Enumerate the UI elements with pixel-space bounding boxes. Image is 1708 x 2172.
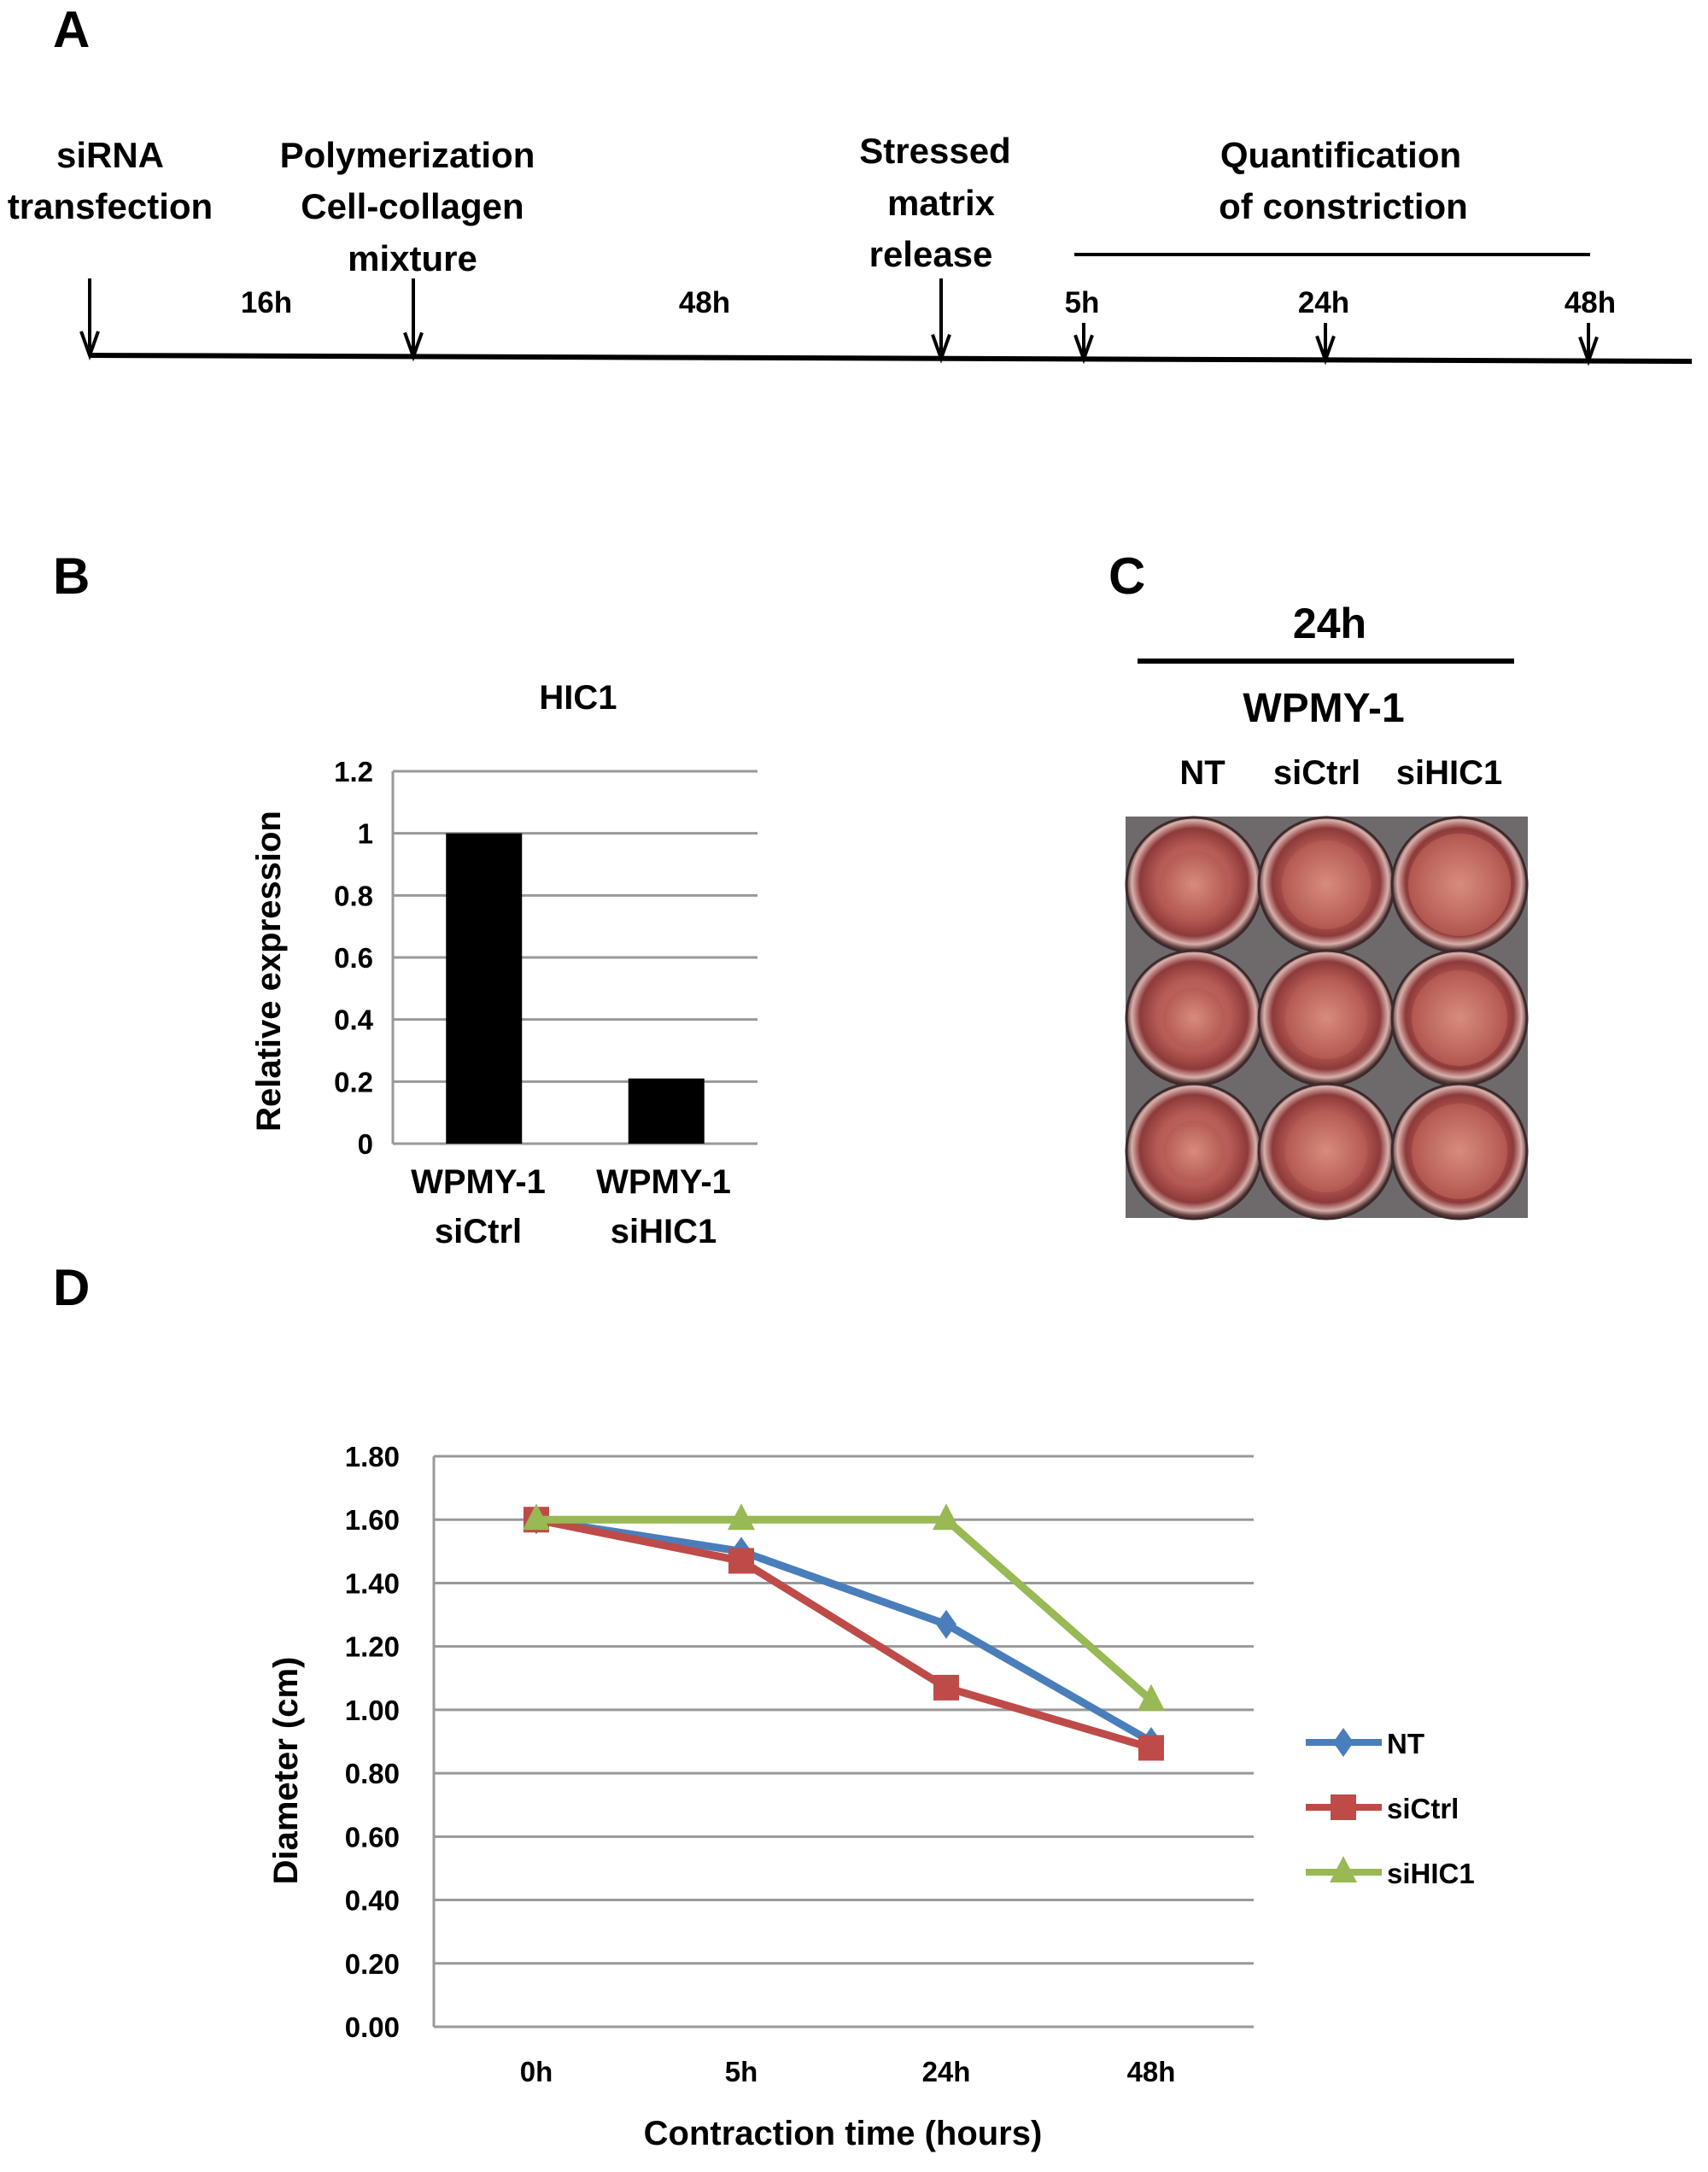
collagen-gel — [1285, 977, 1367, 1059]
line-y-tick-label: 1.60 — [345, 1504, 400, 1536]
collagen-gel — [1412, 970, 1507, 1066]
line-y-axis-title: Diameter (cm) — [267, 1657, 305, 1885]
bar-x-label-1-line2: siCtrl — [435, 1213, 522, 1250]
timeline: siRNA transfection Polymerization Cell-c… — [8, 131, 1693, 366]
arrow-head-icon — [931, 334, 951, 364]
photo-column-nt: NT — [1179, 754, 1225, 792]
line-x-tick-label: 24h — [922, 2056, 971, 2087]
photo-cell-line: WPMY-1 — [1243, 686, 1404, 731]
arrow-head-icon — [403, 331, 424, 362]
bar-y-tick-label: 0.6 — [334, 942, 373, 974]
series-line-NT — [535, 1515, 1154, 1745]
line-y-tick-label: 1.80 — [345, 1441, 400, 1472]
line-y-tick-label: 0.80 — [345, 1758, 400, 1789]
data-point-siCtrl-5h — [728, 1548, 754, 1574]
collagen-gel — [1408, 834, 1511, 936]
series-line-siCtrl — [535, 1515, 1153, 1752]
line-x-axis-title: Contraction time (hours) — [644, 2115, 1043, 2152]
event-polymerization-line1: Polymerization — [280, 135, 535, 175]
line-x-tick-label: 0h — [520, 2056, 553, 2087]
interval-16h: 16h — [241, 286, 292, 319]
bar-1 — [446, 833, 523, 1144]
legend-label-siHIC1: siHIC1 — [1387, 1858, 1475, 1889]
collagen-gel — [1412, 1104, 1507, 1199]
data-point-NT-24h — [936, 1609, 956, 1639]
line-y-tick-label: 0.00 — [345, 2011, 400, 2043]
legend-label-siCtrl: siCtrl — [1387, 1793, 1459, 1824]
collagen-gel — [1163, 987, 1225, 1049]
event-quantification-line2: of constriction — [1219, 186, 1468, 226]
bar-y-tick-label: 1.2 — [334, 756, 373, 787]
panel-label-c: C — [1108, 547, 1145, 605]
data-point-siCtrl-48h — [1138, 1735, 1164, 1761]
bar-x-label-1-line1: WPMY-1 — [411, 1163, 546, 1201]
line-y-tick-label: 1.40 — [345, 1567, 400, 1599]
line-x-tick-label: 5h — [725, 2056, 758, 2087]
bar-y-tick-label: 0.4 — [334, 1004, 374, 1036]
photo-time-label: 24h — [1293, 600, 1366, 647]
bar-x-label-2-line2: siHIC1 — [611, 1213, 717, 1250]
data-point-siHIC1-5h — [728, 1503, 755, 1531]
legend-label-NT: NT — [1387, 1728, 1424, 1759]
event-polymerization-line3: mixture — [348, 238, 477, 278]
bar-chart: HIC1 0 0.2 0.4 0.6 0.8 1 1.2 Relative expressi… — [250, 679, 757, 1250]
line-y-tick-label: 0.20 — [345, 1948, 400, 1980]
event-siRNA-line1: siRNA — [56, 135, 164, 175]
bar-y-tick-label: 0 — [358, 1128, 373, 1160]
data-point-siHIC1-24h — [933, 1503, 960, 1531]
line-y-tick-label: 1.20 — [345, 1631, 400, 1663]
bar-y-tick-label: 0.2 — [334, 1066, 373, 1098]
panel-label-d: D — [53, 1259, 90, 1316]
photo-column-sictrl: siCtrl — [1273, 754, 1360, 792]
event-release-line1: Stressed — [859, 131, 1010, 171]
legend-marker-siHIC1 — [1330, 1856, 1357, 1882]
legend-marker-siCtrl — [1331, 1794, 1356, 1820]
arrow-head-icon — [1073, 334, 1094, 365]
event-release-line3: release — [869, 234, 993, 274]
bar-y-tick-label: 0.8 — [334, 880, 373, 911]
bar-2 — [628, 1078, 705, 1144]
legend-marker-NT — [1333, 1728, 1354, 1757]
interval-48h-quant: 48h — [1565, 286, 1616, 319]
event-polymerization-line2: Cell-collagen — [301, 186, 524, 226]
event-release-line2: matrix — [887, 183, 996, 223]
line-chart: 0.00 0.20 0.40 0.60 0.80 1.00 1.20 1.40 1.60 1.80… — [267, 1441, 1475, 2152]
panel-label-b: B — [53, 547, 90, 605]
interval-5h: 5h — [1065, 286, 1100, 319]
arrow-head-icon — [1578, 336, 1599, 366]
data-point-siCtrl-24h — [933, 1674, 959, 1701]
data-point-siHIC1-48h — [1138, 1683, 1165, 1711]
collagen-gel — [1285, 1110, 1367, 1192]
bar-chart-title: HIC1 — [539, 679, 617, 717]
bar-y-axis-title: Relative expression — [250, 811, 288, 1132]
collagen-gel — [1160, 851, 1228, 919]
line-y-tick-label: 0.40 — [345, 1885, 400, 1917]
collagen-gel — [1163, 1121, 1225, 1182]
arrow-head-icon — [79, 331, 100, 360]
well-plate-panel: 24h WPMY-1 NT siCtrl siHIC1 — [1125, 600, 1529, 1221]
interval-48h: 48h — [679, 286, 730, 319]
interval-24h: 24h — [1298, 286, 1349, 319]
timeline-axis — [89, 353, 1693, 364]
collagen-gel — [1282, 840, 1371, 929]
line-y-tick-label: 0.60 — [345, 1821, 400, 1853]
legend: NT siCtrl siHIC1 — [1306, 1728, 1475, 1889]
line-y-tick-label: 1.00 — [345, 1695, 400, 1726]
series-line-siHIC1 — [536, 1515, 1154, 1704]
photo-column-sihic1: siHIC1 — [1396, 754, 1503, 792]
line-x-tick-label: 48h — [1127, 2056, 1176, 2087]
data-point-siHIC1-0h — [523, 1503, 550, 1531]
panel-label-a: A — [53, 1, 90, 58]
event-siRNA-line2: transfection — [8, 186, 213, 226]
bar-y-tick-label: 1 — [358, 818, 373, 850]
bar-x-label-2-line1: WPMY-1 — [596, 1163, 731, 1201]
event-quantification-line1: Quantification — [1220, 135, 1461, 175]
arrow-head-icon — [1315, 335, 1336, 366]
